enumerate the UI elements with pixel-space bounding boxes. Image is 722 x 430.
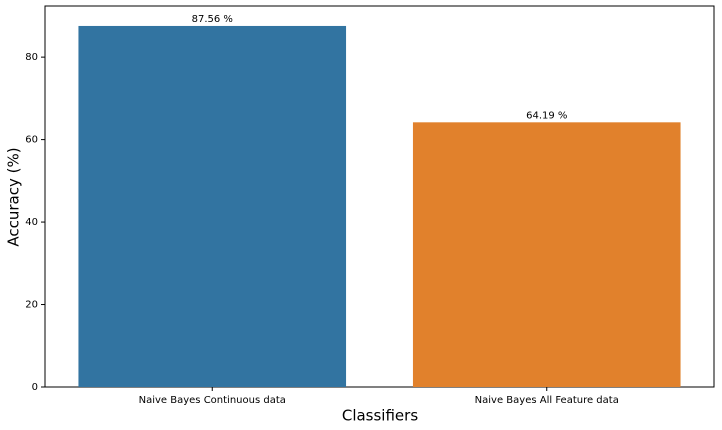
- value-label: 87.56 %: [192, 14, 233, 25]
- y-tick-label: 60: [25, 135, 38, 146]
- y-tick-label: 80: [25, 52, 38, 63]
- y-tick-label: 0: [32, 382, 38, 393]
- y-tick-label: 40: [25, 217, 38, 228]
- y-tick-label: 20: [25, 300, 38, 311]
- x-axis-title: Classifiers: [342, 407, 418, 425]
- y-axis-title: Accuracy (%): [5, 147, 23, 246]
- x-tick-label: Naive Bayes All Feature data: [475, 395, 619, 406]
- bar: [412, 122, 681, 387]
- value-label: 64.19 %: [526, 110, 567, 121]
- bar: [78, 25, 347, 387]
- plot-frame: [44, 5, 715, 388]
- x-tick-label: Naive Bayes Continuous data: [139, 395, 286, 406]
